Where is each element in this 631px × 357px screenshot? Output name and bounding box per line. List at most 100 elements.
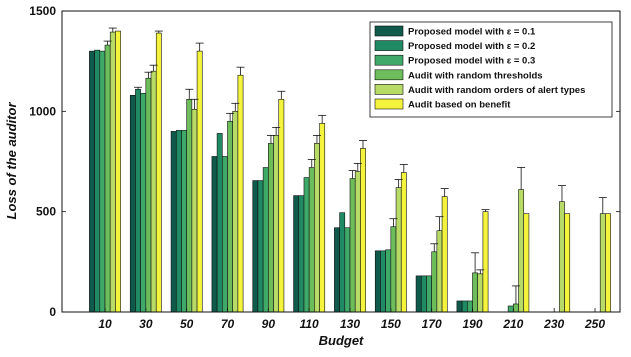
bar-10-series-2 bbox=[94, 49, 101, 313]
bar-190-series-2 bbox=[461, 300, 468, 313]
bar-50-series-5 bbox=[191, 109, 198, 313]
bar-190-series-3 bbox=[466, 300, 473, 313]
bar-130-series-2 bbox=[339, 212, 346, 313]
bar-130-series-3 bbox=[344, 227, 351, 313]
legend-label-5: Audit with random orders of alert types bbox=[408, 85, 585, 96]
bar-30-series-2 bbox=[135, 88, 141, 313]
bar-10-series-1 bbox=[89, 50, 95, 313]
bar-70-series-5 bbox=[232, 111, 239, 313]
bar-90-series-5 bbox=[273, 135, 280, 313]
bar-170-series-2 bbox=[420, 275, 427, 313]
legend-swatch-6 bbox=[374, 98, 404, 110]
legend-label-4: Audit with random thresholds bbox=[408, 70, 543, 81]
bar-90-series-4 bbox=[268, 143, 274, 313]
bar-10-series-4 bbox=[104, 44, 111, 313]
bar-150-series-3 bbox=[385, 249, 392, 313]
bar-110-series-1 bbox=[293, 195, 300, 313]
bar-10-series-6 bbox=[115, 30, 121, 313]
x-tick-label-170: 170 bbox=[422, 317, 442, 331]
legend-label-6: Audit based on benefit bbox=[408, 100, 511, 111]
bar-190-series-4 bbox=[472, 272, 478, 313]
legend-swatch-2 bbox=[374, 40, 404, 51]
legend: Proposed model with ε = 0.1 Proposed mode… bbox=[369, 21, 613, 118]
bars-layer bbox=[89, 30, 611, 313]
bar-150-series-6 bbox=[400, 172, 407, 313]
legend-swatch-5 bbox=[374, 84, 404, 95]
bar-70-series-6 bbox=[237, 74, 244, 313]
bar-190-series-1 bbox=[456, 300, 463, 313]
bar-90-series-2 bbox=[257, 180, 264, 313]
bar-130-series-6 bbox=[360, 148, 366, 313]
x-tick-label-150: 150 bbox=[381, 317, 401, 331]
bar-210-series-6 bbox=[523, 213, 530, 313]
bar-10-series-5 bbox=[109, 31, 116, 313]
x-tick-label-190: 190 bbox=[462, 317, 482, 331]
bar-110-series-3 bbox=[303, 177, 310, 313]
x-tick-label-50: 50 bbox=[180, 317, 194, 331]
bar-50-series-4 bbox=[186, 98, 193, 313]
bar-230-series-6 bbox=[564, 213, 571, 313]
bar-210-series-5 bbox=[518, 189, 525, 313]
bar-90-series-1 bbox=[252, 180, 259, 313]
bar-110-series-6 bbox=[319, 123, 326, 313]
x-tick-label-230: 230 bbox=[543, 317, 564, 331]
bar-30-series-1 bbox=[129, 94, 136, 313]
bar-30-series-5 bbox=[150, 70, 157, 313]
y-axis-title: Loss of the auditor bbox=[4, 102, 19, 220]
bar-70-series-2 bbox=[216, 133, 223, 313]
y-tick-label-500: 500 bbox=[36, 205, 56, 219]
bar-110-series-2 bbox=[298, 195, 305, 313]
bar-150-series-5 bbox=[395, 187, 402, 313]
y-tick-label-0: 0 bbox=[49, 305, 56, 319]
legend-label-2: Proposed model with ε = 0.2 bbox=[408, 41, 535, 52]
bar-170-series-1 bbox=[415, 275, 422, 313]
bar-70-series-4 bbox=[227, 121, 233, 313]
x-tick-label-110: 110 bbox=[300, 317, 319, 331]
bar-190-series-5 bbox=[477, 273, 484, 313]
bar-110-series-4 bbox=[308, 167, 315, 313]
legend-swatch-4 bbox=[374, 69, 404, 81]
x-tick-label-10: 10 bbox=[98, 317, 112, 331]
plot-frame bbox=[61, 10, 621, 313]
x-axis-ticks: 10 30 50 70 90 110 130 150 170 190 210 230 250 bbox=[98, 308, 605, 331]
error-bars-layer bbox=[103, 27, 607, 304]
bar-50-series-2 bbox=[175, 130, 182, 313]
bar-210-series-4 bbox=[513, 303, 519, 313]
x-tick-label-90: 90 bbox=[262, 317, 276, 331]
x-tick-label-250: 250 bbox=[584, 317, 605, 331]
x-tick-label-130: 130 bbox=[340, 317, 360, 331]
y-tick-label-1500: 1500 bbox=[29, 4, 56, 18]
bar-110-series-5 bbox=[314, 143, 320, 313]
bar-90-series-3 bbox=[262, 167, 269, 313]
bar-170-series-6 bbox=[441, 196, 448, 313]
bar-170-series-3 bbox=[426, 275, 432, 313]
bar-50-series-3 bbox=[181, 130, 187, 313]
x-axis-title: Budget bbox=[319, 333, 364, 348]
bar-170-series-5 bbox=[436, 230, 443, 313]
bar-150-series-2 bbox=[380, 250, 386, 313]
x-tick-label-30: 30 bbox=[139, 317, 153, 331]
bar-10-series-3 bbox=[99, 50, 106, 313]
legend-label-3: Proposed model with ε = 0.3 bbox=[408, 56, 535, 67]
bar-90-series-6 bbox=[278, 98, 285, 313]
bar-130-series-1 bbox=[334, 227, 340, 313]
bar-50-series-6 bbox=[196, 50, 203, 313]
bar-130-series-4 bbox=[349, 178, 356, 313]
bar-50-series-1 bbox=[170, 131, 177, 313]
bar-30-series-6 bbox=[155, 32, 162, 313]
bar-210-series-3 bbox=[507, 305, 514, 313]
legend-swatch-1 bbox=[374, 25, 404, 37]
bar-230-series-5 bbox=[559, 201, 565, 313]
legend-swatch-3 bbox=[374, 54, 404, 66]
y-axis-ticks: 0 500 1000 1500 bbox=[29, 4, 620, 319]
legend-box bbox=[369, 21, 613, 118]
y-tick-label-1000: 1000 bbox=[29, 104, 56, 118]
bar-150-series-1 bbox=[374, 250, 381, 313]
bar-70-series-1 bbox=[211, 156, 218, 313]
x-tick-label-70: 70 bbox=[221, 317, 235, 331]
bar-30-series-3 bbox=[140, 92, 147, 313]
legend-label-1: Proposed model with ε = 0.1 bbox=[408, 27, 536, 38]
bar-130-series-5 bbox=[354, 171, 361, 313]
